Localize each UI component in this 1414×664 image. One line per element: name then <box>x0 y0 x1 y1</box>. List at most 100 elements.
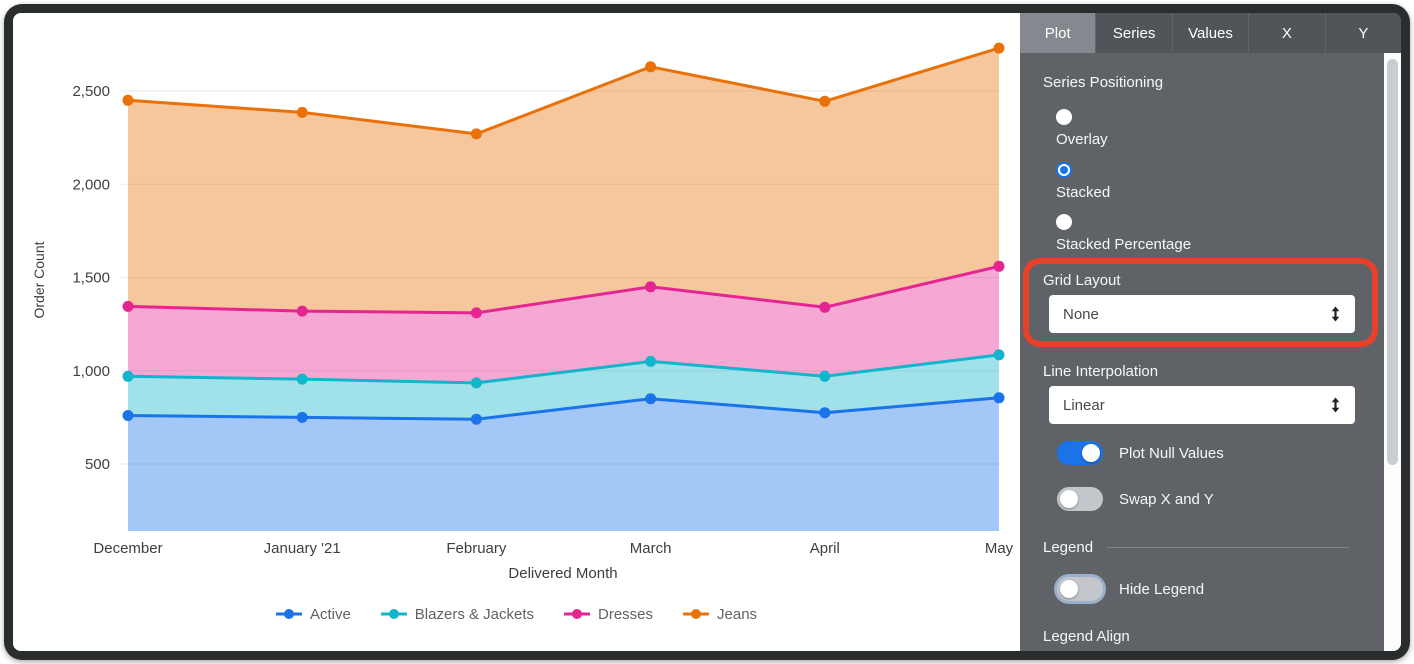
legend-marker-icon <box>683 609 710 619</box>
tab-plot[interactable]: Plot <box>1020 13 1096 53</box>
data-point-jeans <box>645 61 657 73</box>
radio-stacked-percentage-label[interactable]: Stacked Percentage <box>1056 236 1192 253</box>
tab-series[interactable]: Series <box>1095 13 1171 53</box>
radio-stacked[interactable] <box>1056 162 1072 178</box>
line-interpolation-label: Line Interpolation <box>1043 363 1159 380</box>
radio-stacked-percentage[interactable] <box>1056 214 1072 230</box>
window-frame: 500 1,000 1,500 2,000 2,500 Order Count Decemb… <box>4 4 1410 660</box>
x-tick-label: April <box>810 540 840 557</box>
data-point-dresses <box>470 307 482 319</box>
line-interpolation-select[interactable]: Linear <box>1049 386 1355 424</box>
legend-label: Blazers & Jackets <box>414 605 535 623</box>
swap-x-and-y-toggle[interactable] <box>1057 487 1103 511</box>
data-point-blazers-jackets <box>993 349 1005 361</box>
toggle-knob <box>1060 490 1078 508</box>
legend-marker-icon <box>380 609 407 619</box>
legend-align-label: Legend Align <box>1043 628 1130 645</box>
legend-label: Active <box>309 605 351 623</box>
data-point-jeans <box>122 94 134 106</box>
radio-overlay[interactable] <box>1056 109 1072 125</box>
legend-item-active: Active <box>275 605 351 623</box>
swap-x-and-y-row[interactable]: Swap X and Y <box>1057 487 1361 511</box>
data-point-blazers-jackets <box>296 373 308 385</box>
y-axis-title: Order Count <box>31 241 47 318</box>
data-point-blazers-jackets <box>470 377 482 389</box>
area-fill-dresses <box>128 266 999 383</box>
y-tick-label: 500 <box>85 456 110 473</box>
tab-values[interactable]: Values <box>1171 13 1248 53</box>
section-divider <box>1107 547 1349 548</box>
plot-null-values-row[interactable]: Plot Null Values <box>1057 441 1361 465</box>
x-axis-title: Delivered Month <box>508 565 617 582</box>
toggle-knob <box>1082 444 1100 462</box>
data-point-dresses <box>296 305 308 317</box>
y-tick-label: 1,000 <box>72 363 110 380</box>
data-point-dresses <box>993 260 1005 272</box>
tab-y[interactable]: Y <box>1324 13 1401 53</box>
area-fill-jeans <box>128 48 999 313</box>
radio-selected-dot <box>1060 166 1068 174</box>
updown-arrows-icon <box>1331 306 1340 322</box>
panel-body: Series Positioning Overlay Stacked Stack… <box>1020 53 1401 651</box>
series-line-jeans <box>126 46 1001 136</box>
chart-legend: Active Blazers & Jackets Dresses Jeans <box>13 601 1020 627</box>
swap-x-and-y-label: Swap X and Y <box>1119 490 1214 508</box>
hide-legend-row[interactable]: Hide Legend <box>1057 577 1361 601</box>
legend-label: Dresses <box>598 605 654 623</box>
legend-marker-icon <box>564 609 591 619</box>
hide-legend-label: Hide Legend <box>1119 580 1205 598</box>
data-point-active <box>993 392 1005 404</box>
panel-scrollbar-thumb[interactable] <box>1387 59 1398 465</box>
y-tick-label: 2,000 <box>72 176 110 193</box>
plot-null-values-label: Plot Null Values <box>1119 444 1224 462</box>
data-point-active <box>645 393 657 405</box>
grid-layout-label: Grid Layout <box>1043 272 1121 289</box>
chart-pane: 500 1,000 1,500 2,000 2,500 Order Count Decemb… <box>13 13 1020 651</box>
data-point-dresses <box>645 281 657 293</box>
data-point-active <box>122 410 134 421</box>
legend-label: Jeans <box>717 605 758 623</box>
x-tick-label: May <box>985 540 1014 557</box>
data-point-dresses <box>819 301 831 313</box>
radio-overlay-label[interactable]: Overlay <box>1056 131 1108 148</box>
radio-option-stacked[interactable]: Stacked <box>1056 162 1361 202</box>
plot-null-values-toggle[interactable] <box>1057 441 1103 465</box>
data-point-jeans <box>296 106 308 118</box>
panel-scrollbar[interactable] <box>1384 53 1401 651</box>
line-interpolation-value: Linear <box>1063 396 1105 414</box>
series-line-active <box>126 396 1001 421</box>
y-tick-label: 2,500 <box>72 83 110 100</box>
data-point-jeans <box>993 42 1005 54</box>
radio-option-stacked-percentage[interactable]: Stacked Percentage <box>1056 214 1361 254</box>
data-point-dresses <box>122 300 134 312</box>
data-point-active <box>819 407 831 419</box>
data-point-blazers-jackets <box>122 370 134 382</box>
data-point-jeans <box>470 128 482 140</box>
hide-legend-toggle[interactable] <box>1057 577 1103 601</box>
gridlines <box>121 90 1001 465</box>
data-point-active <box>296 411 308 423</box>
grid-layout-value: None <box>1063 305 1099 323</box>
data-point-blazers-jackets <box>819 370 831 382</box>
series-line-blazers-jackets <box>126 353 1001 385</box>
stacked-area-chart: 500 1,000 1,500 2,000 2,500 Order Count Decemb… <box>31 42 1014 582</box>
y-tick-label: 1,500 <box>72 270 110 287</box>
legend-section-header: Legend <box>1043 538 1361 557</box>
legend-section-label: Legend <box>1043 539 1094 556</box>
radio-option-overlay[interactable]: Overlay <box>1056 109 1361 149</box>
settings-panel: Plot Series Values X Y Series Positionin… <box>1020 13 1401 651</box>
radio-stacked-label[interactable]: Stacked <box>1056 184 1111 201</box>
x-tick-label: March <box>630 540 672 557</box>
x-tick-label: January '21 <box>264 540 341 557</box>
toggle-knob <box>1060 580 1078 598</box>
area-fill-blazers-jackets <box>128 354 999 420</box>
legend-item-dresses: Dresses <box>564 606 653 623</box>
data-point-jeans <box>819 95 831 107</box>
x-tick-label: February <box>446 540 507 557</box>
legend-item-blazers-jackets: Blazers & Jackets <box>380 605 535 623</box>
legend-item-jeans: Jeans <box>683 606 757 623</box>
grid-layout-select[interactable]: None <box>1049 295 1355 333</box>
legend-marker-icon <box>275 609 302 619</box>
panel-tab-bar: Plot Series Values X Y <box>1020 13 1401 53</box>
tab-x[interactable]: X <box>1248 13 1324 53</box>
